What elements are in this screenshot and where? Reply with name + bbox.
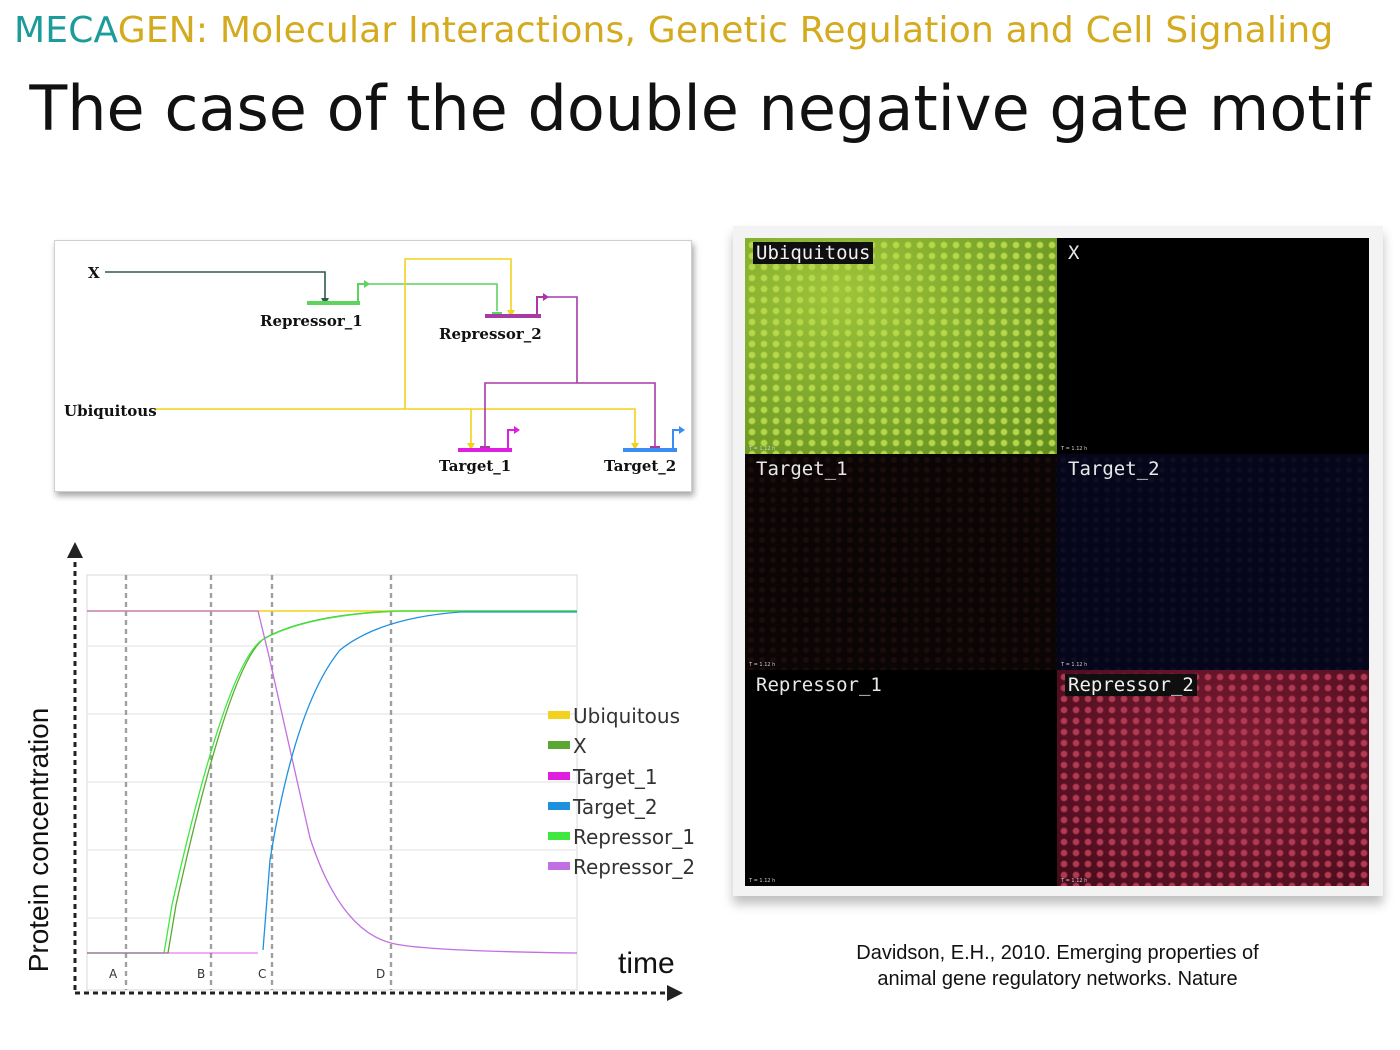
panel-label-repressor-2: Repressor_2: [1065, 674, 1197, 696]
legend-label-repressor-1: Repressor_1: [573, 825, 695, 849]
concentration-plot: Protein concentration time A B C D Ubiqu…: [0, 530, 720, 1020]
network-diagram: X Ubiquitous Repressor_1 Repressor_2 Tar…: [54, 240, 692, 492]
panel-target-2: Target_2 T = 1.12 h: [1057, 454, 1369, 670]
panel-target-1: Target_1 T = 1.12 h: [745, 454, 1057, 670]
slide-title: The case of the double negative gate mot…: [29, 72, 1371, 145]
panel-stamp-target-1: T = 1.12 h: [749, 662, 776, 668]
panel-label-x: X: [1068, 242, 1080, 264]
panel-stamp-repressor-2: T = 1.12 h: [1061, 878, 1088, 884]
node-label-repressor-1: Repressor_1: [260, 312, 363, 330]
node-label-target-2: Target_2: [604, 457, 676, 475]
header-brand-rest: GEN: Molecular Interactions, Genetic Reg…: [117, 10, 1334, 51]
y-axis-arrow: [67, 542, 83, 558]
edge-ubiquitous-repressor-2: [404, 258, 512, 409]
phase-label-c: C: [258, 967, 266, 981]
panel-stamp-repressor-1: T = 1.12 h: [749, 878, 776, 884]
legend-label-repressor-2: Repressor_2: [573, 855, 695, 879]
y-axis-label: Protein concentration: [23, 708, 54, 973]
gene-target-2: [623, 426, 685, 452]
gene-target-1: [458, 426, 520, 452]
gene-repressor-2: [485, 293, 549, 318]
edge-ubiquitous-main: [155, 408, 636, 444]
panel-x: X T = 1.12 h: [1057, 238, 1369, 454]
plot-svg: Protein concentration time A B C D Ubiqu…: [23, 542, 695, 1001]
legend-label-target-1: Target_1: [572, 765, 658, 789]
x-axis-label: time: [618, 947, 675, 980]
phase-label-d: D: [376, 967, 385, 981]
course-header: MECAGEN: Molecular Interactions, Genetic…: [14, 10, 1333, 51]
panel-label-target-2: Target_2: [1068, 458, 1160, 480]
arrowhead-ubiq-rep2: [507, 310, 515, 317]
legend-swatch-target-1: [548, 772, 570, 780]
edge-repressor-1-repressor-2: [360, 283, 498, 311]
panel-ubiquitous: Ubiquitous T = 1.12 h: [745, 238, 1057, 454]
legend-swatch-target-2: [548, 802, 570, 810]
x-axis-arrow: [667, 985, 683, 1001]
node-label-x: X: [88, 264, 100, 282]
legend: Ubiquitous X Target_1 Target_2 Repressor…: [548, 704, 695, 879]
node-label-repressor-2: Repressor_2: [439, 325, 542, 343]
phase-label-a: A: [109, 967, 118, 981]
header-brand-prefix: MECA: [14, 10, 118, 51]
edge-repressor-2-targets: [484, 296, 656, 446]
legend-swatch-x: [548, 741, 570, 749]
simulation-panels: Ubiquitous T = 1.12 h X T = 1.12 h Targe…: [733, 226, 1383, 896]
curve-repressor-1: [87, 610, 577, 954]
node-label-target-1: Target_1: [439, 457, 511, 475]
legend-swatch-ubiquitous: [548, 711, 570, 719]
legend-label-ubiquitous: Ubiquitous: [573, 704, 680, 728]
panel-stamp-ubiquitous: T = 1.12 h: [749, 446, 776, 452]
curve-repressor-2: [87, 610, 578, 954]
arrowhead-ubiq-t2: [631, 443, 639, 450]
citation-line-1: Davidson, E.H., 2010. Emerging propertie…: [856, 942, 1259, 964]
gene-repressor-1: [307, 280, 370, 305]
panel-label-target-1: Target_1: [756, 458, 848, 480]
panel-label-repressor-1: Repressor_1: [756, 674, 882, 696]
panel-stamp-x: T = 1.12 h: [1061, 446, 1088, 452]
legend-swatch-repressor-1: [548, 832, 570, 840]
citation: Davidson, E.H., 2010. Emerging propertie…: [820, 940, 1295, 992]
panel-repressor-1: Repressor_1 T = 1.12 h: [745, 670, 1057, 886]
edge-x-repressor-1: [105, 271, 326, 299]
curve-target-2: [262, 611, 577, 951]
legend-label-x: X: [573, 734, 587, 758]
phase-separators: [124, 575, 393, 990]
legend-swatch-repressor-2: [548, 862, 570, 870]
panel-stamp-target-2: T = 1.12 h: [1061, 662, 1088, 668]
arrowhead-ubiq-t1: [467, 443, 475, 450]
plot-gridlines: [87, 645, 577, 919]
panel-grid: Ubiquitous T = 1.12 h X T = 1.12 h Targe…: [745, 238, 1369, 886]
node-label-ubiquitous: Ubiquitous: [64, 402, 157, 420]
panel-repressor-2: Repressor_2 T = 1.12 h: [1057, 670, 1369, 886]
network-svg: X Ubiquitous Repressor_1 Repressor_2 Tar…: [64, 258, 685, 475]
panel-label-ubiquitous: Ubiquitous: [753, 242, 874, 264]
phase-label-b: B: [197, 967, 205, 981]
citation-line-2: animal gene regulatory networks. Nature: [877, 968, 1238, 990]
legend-label-target-2: Target_2: [572, 795, 658, 819]
